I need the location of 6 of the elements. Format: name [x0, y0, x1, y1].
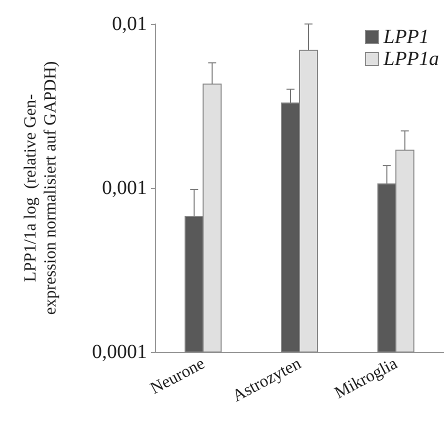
legend-label: LPP1 [382, 26, 430, 48]
y-axis-title: LPP1/1a log (relative Gen- expression normalisiert auf GAPDH) [20, 61, 60, 315]
y-tick-label: 0,0001 [92, 341, 147, 363]
legend-label: LPP1a [382, 48, 440, 70]
y-tick-label: 0,001 [102, 177, 147, 199]
y-tick-label: 0,01 [112, 13, 147, 35]
